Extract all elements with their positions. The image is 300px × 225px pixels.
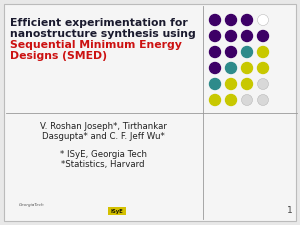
Text: Sequential Minimum Energy: Sequential Minimum Energy xyxy=(10,40,182,50)
Circle shape xyxy=(257,79,268,90)
Text: nanostructure synthesis using: nanostructure synthesis using xyxy=(10,29,196,39)
Circle shape xyxy=(257,63,268,74)
Circle shape xyxy=(209,94,220,106)
Circle shape xyxy=(209,14,220,25)
Circle shape xyxy=(209,31,220,41)
Circle shape xyxy=(257,31,268,41)
Text: Efficient experimentation for: Efficient experimentation for xyxy=(10,18,188,28)
Circle shape xyxy=(257,14,268,25)
Circle shape xyxy=(226,31,236,41)
Text: *Statistics, Harvard: *Statistics, Harvard xyxy=(61,160,145,169)
Text: V. Roshan Joseph*, Tirthankar: V. Roshan Joseph*, Tirthankar xyxy=(40,122,166,131)
Circle shape xyxy=(209,79,220,90)
Circle shape xyxy=(242,31,253,41)
Circle shape xyxy=(257,47,268,58)
Text: Designs (SMED): Designs (SMED) xyxy=(10,51,107,61)
Circle shape xyxy=(226,63,236,74)
Text: Dasgupta* and C. F. Jeff Wu*: Dasgupta* and C. F. Jeff Wu* xyxy=(42,132,164,141)
Bar xyxy=(108,207,126,215)
Text: 1: 1 xyxy=(287,206,293,215)
Text: ISyE: ISyE xyxy=(111,209,123,214)
Text: GeorgiaTech: GeorgiaTech xyxy=(19,203,45,207)
Circle shape xyxy=(242,63,253,74)
Circle shape xyxy=(226,94,236,106)
Circle shape xyxy=(242,79,253,90)
Circle shape xyxy=(242,94,253,106)
Circle shape xyxy=(209,63,220,74)
Circle shape xyxy=(242,47,253,58)
Circle shape xyxy=(226,47,236,58)
Circle shape xyxy=(242,14,253,25)
Text: * ISyE, Georgia Tech: * ISyE, Georgia Tech xyxy=(59,150,146,159)
Circle shape xyxy=(257,94,268,106)
Circle shape xyxy=(226,14,236,25)
Circle shape xyxy=(226,79,236,90)
Circle shape xyxy=(209,47,220,58)
